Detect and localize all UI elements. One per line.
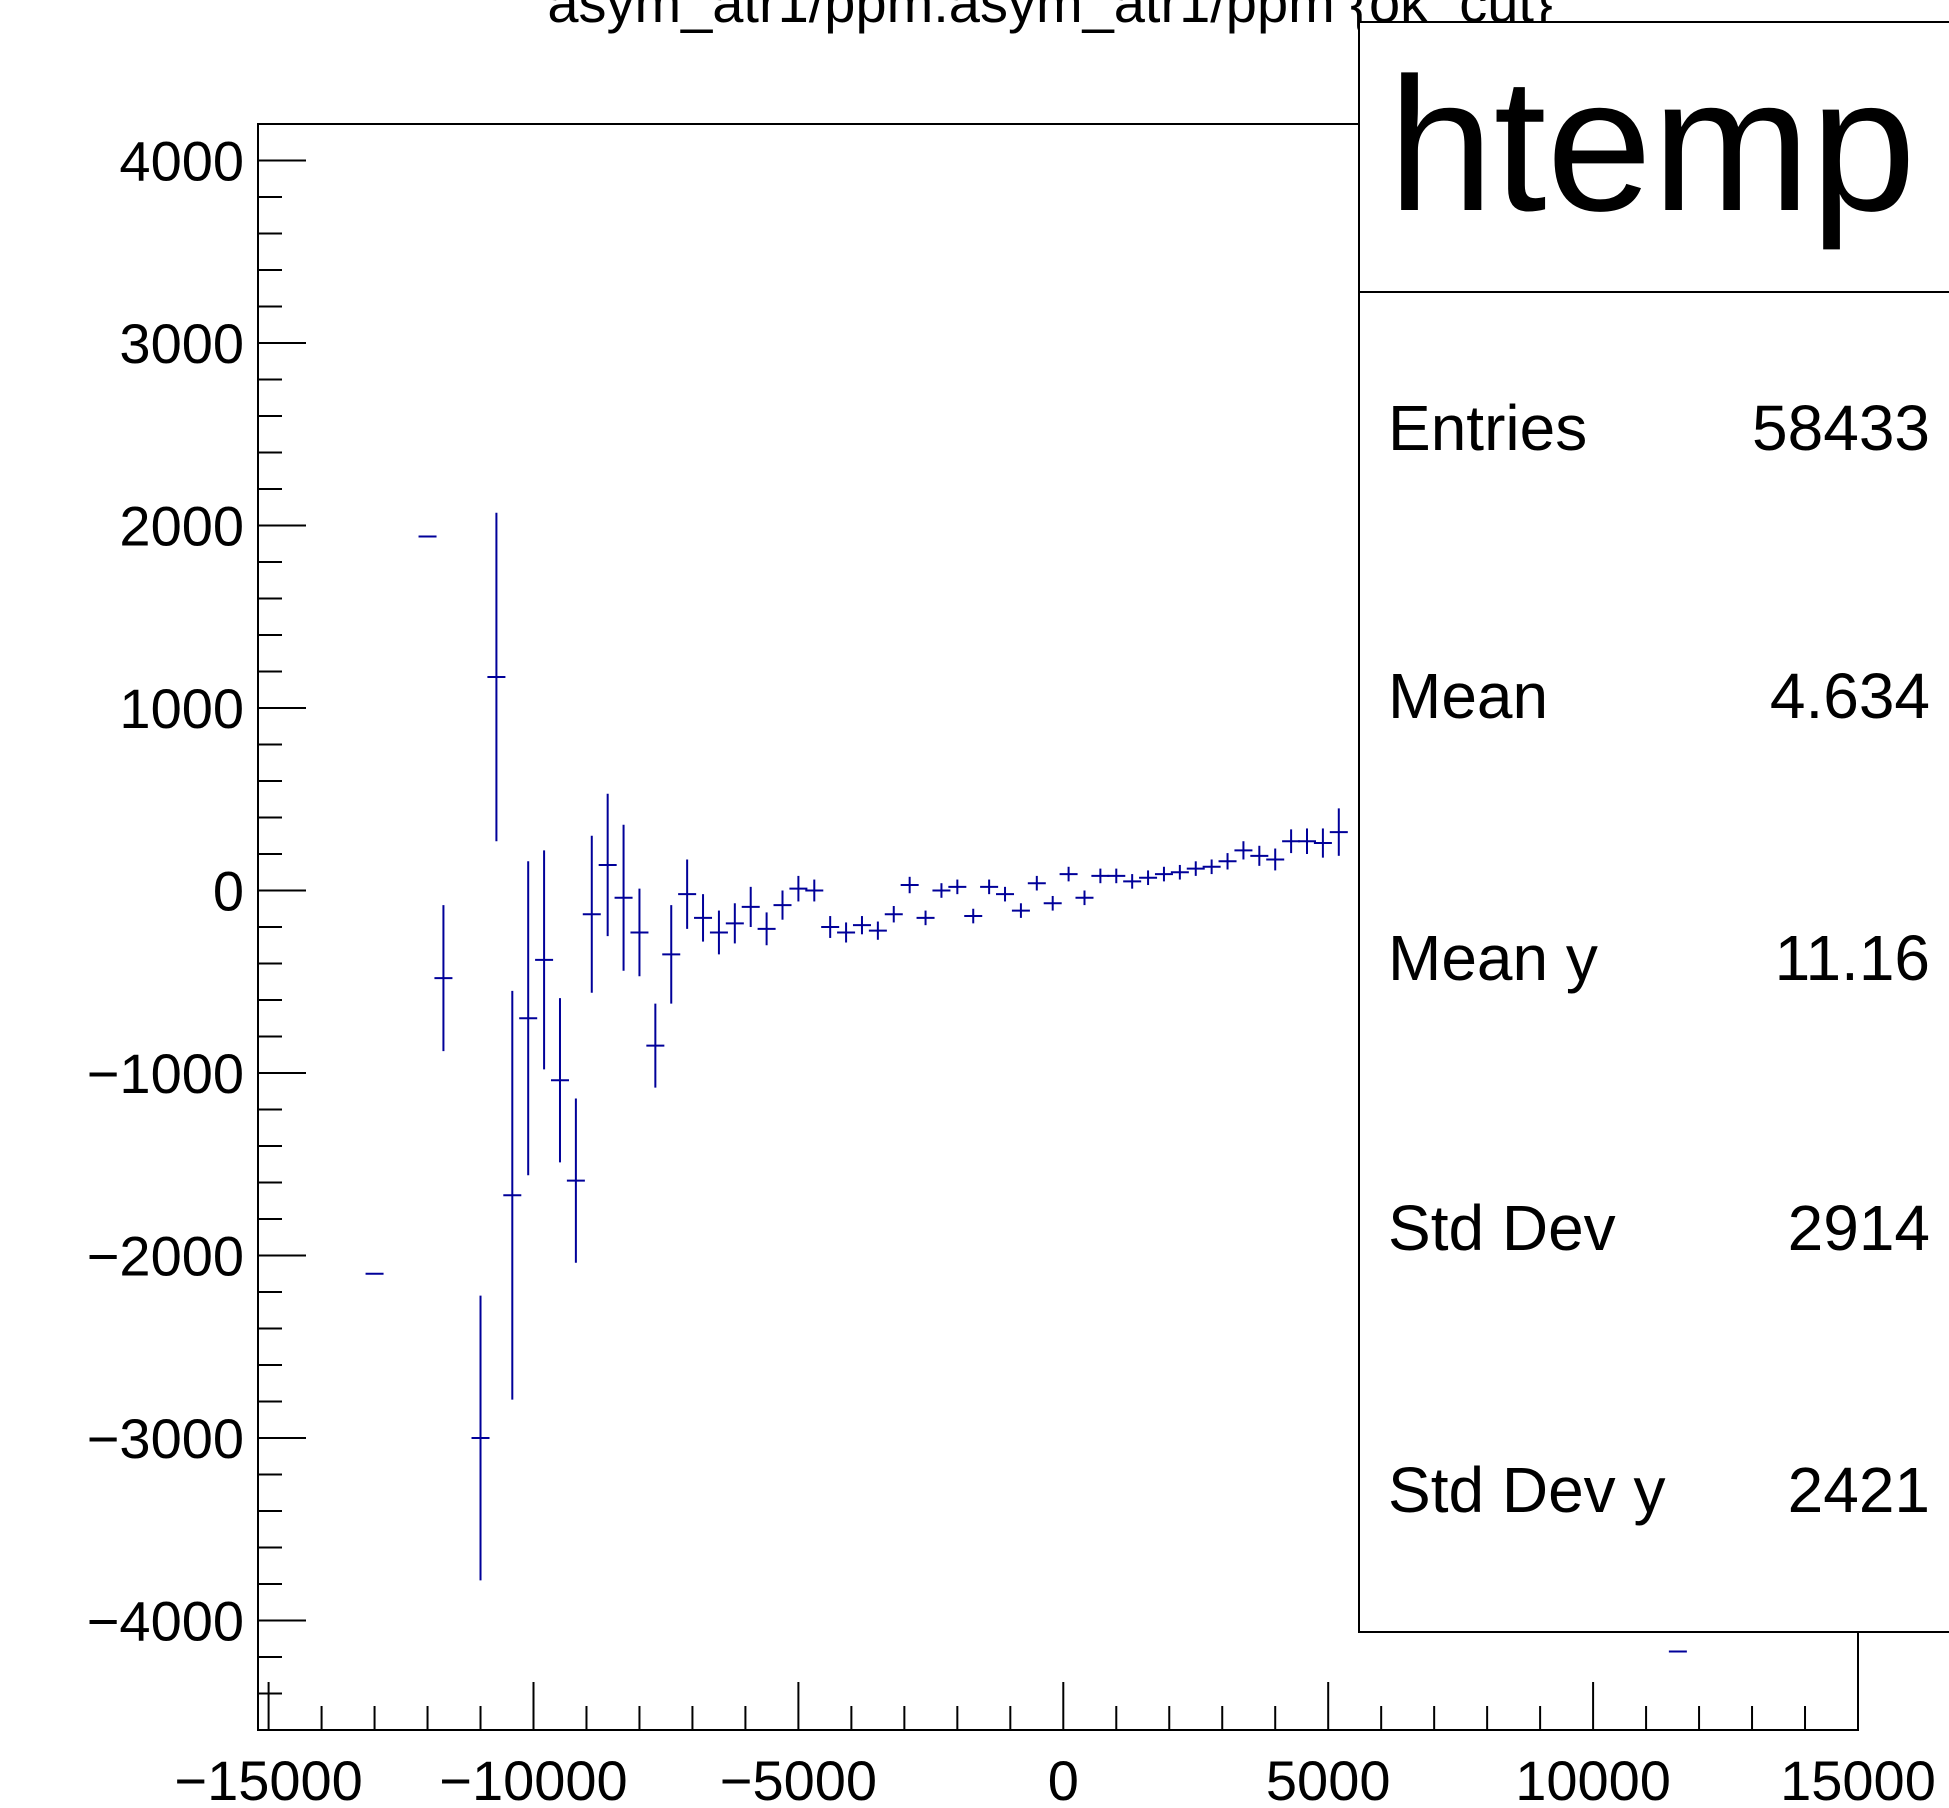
- data-point: [757, 912, 776, 946]
- data-point: [1298, 828, 1317, 854]
- stats-row-value: 11.16: [1775, 922, 1930, 994]
- data-point: [582, 835, 601, 993]
- data-point: [789, 875, 808, 902]
- data-point: [964, 908, 983, 924]
- data-point: [837, 922, 856, 943]
- data-point: [884, 906, 903, 923]
- y-tick-label: 0: [213, 860, 244, 923]
- y-tick-label: −3000: [87, 1407, 244, 1470]
- data-point: [932, 883, 951, 898]
- stats-box-title: htemp: [1388, 39, 1916, 251]
- data-point: [900, 876, 919, 894]
- y-tick-label: −4000: [87, 1590, 244, 1653]
- data-point: [662, 905, 681, 1004]
- x-tick-label: 5000: [1266, 1749, 1391, 1808]
- data-point: [1059, 866, 1078, 882]
- data-point: [535, 850, 554, 1070]
- data-point: [980, 879, 999, 895]
- data-point: [1123, 874, 1142, 889]
- data-point: [805, 879, 824, 902]
- data-point: [678, 859, 697, 929]
- data-point: [471, 1295, 490, 1581]
- data-point: [821, 916, 840, 938]
- data-point: [1091, 868, 1110, 884]
- y-tick-label: −2000: [87, 1225, 244, 1288]
- data-point: [550, 998, 569, 1163]
- data-point: [1043, 895, 1062, 911]
- data-point: [1186, 861, 1205, 876]
- data-point: [852, 916, 871, 935]
- y-axis: −4000 −3000 −2000 −1000 0 1000 2000 3000 4000: [87, 123, 306, 1695]
- stats-row-label: Mean y: [1388, 922, 1598, 994]
- data-point: [630, 888, 649, 977]
- x-tick-label: −15000: [174, 1749, 362, 1808]
- data-point: [916, 910, 935, 926]
- data-point: [868, 921, 887, 940]
- data-point: [948, 879, 967, 895]
- data-point: [1282, 829, 1301, 854]
- data-point: [434, 905, 453, 1052]
- data-point: [614, 824, 633, 971]
- data-point: [1329, 808, 1348, 856]
- data-point: [566, 1098, 585, 1263]
- data-point: [646, 1003, 665, 1088]
- data-point: [1170, 864, 1189, 880]
- stats-row-label: Mean: [1388, 660, 1548, 732]
- data-point: [694, 894, 713, 942]
- stats-row-value: 2421: [1788, 1454, 1930, 1526]
- y-tick-label: 1000: [119, 677, 244, 740]
- data-point: [1313, 828, 1332, 858]
- data-point: [1107, 868, 1126, 884]
- data-point: [519, 861, 538, 1176]
- data-point: [996, 886, 1015, 902]
- data-point: [503, 990, 522, 1400]
- stats-box: htemp Entries 58433 Mean 4.634 Mean y 11.16 St…: [1358, 21, 1949, 1633]
- data-point: [1027, 875, 1046, 891]
- x-axis: −15000 −10000 −5000 0 5000 10000 15000: [174, 1682, 1936, 1808]
- stats-box-frame: [1358, 21, 1949, 1633]
- data-point: [1139, 870, 1158, 886]
- data-point: [598, 793, 617, 937]
- x-tick-label: −10000: [439, 1749, 627, 1808]
- x-tick-label: 10000: [1515, 1749, 1671, 1808]
- x-tick-label: 0: [1048, 1749, 1079, 1808]
- data-point: [1075, 890, 1094, 906]
- data-point: [725, 903, 744, 944]
- data-point: [1250, 845, 1269, 866]
- data-point: [1202, 859, 1221, 875]
- data-point: [1218, 853, 1237, 870]
- data-point: [709, 910, 728, 955]
- data-point: [1234, 841, 1253, 860]
- x-tick-label: −5000: [720, 1749, 877, 1808]
- y-tick-label: 3000: [119, 312, 244, 375]
- stats-row-value: 58433: [1752, 392, 1930, 464]
- stats-row-label: Std Dev: [1388, 1192, 1616, 1264]
- data-point: [487, 512, 506, 842]
- data-point: [1154, 866, 1173, 882]
- stats-row-label: Std Dev y: [1388, 1454, 1665, 1526]
- data-point: [1266, 848, 1285, 871]
- data-points: [365, 512, 1687, 1653]
- stats-row-label: Entries: [1388, 392, 1587, 464]
- stats-row-value: 4.634: [1770, 660, 1930, 732]
- data-point: [773, 890, 792, 920]
- y-tick-label: 4000: [119, 130, 244, 193]
- data-point: [1011, 903, 1030, 918]
- y-tick-label: 2000: [119, 495, 244, 558]
- data-point: [741, 886, 760, 927]
- stats-row-value: 2914: [1788, 1192, 1930, 1264]
- y-tick-label: −1000: [87, 1042, 244, 1105]
- stats-rows: Entries 58433 Mean 4.634 Mean y 11.16 Std Dev 2…: [1388, 392, 1930, 1526]
- x-tick-label: 15000: [1780, 1749, 1936, 1808]
